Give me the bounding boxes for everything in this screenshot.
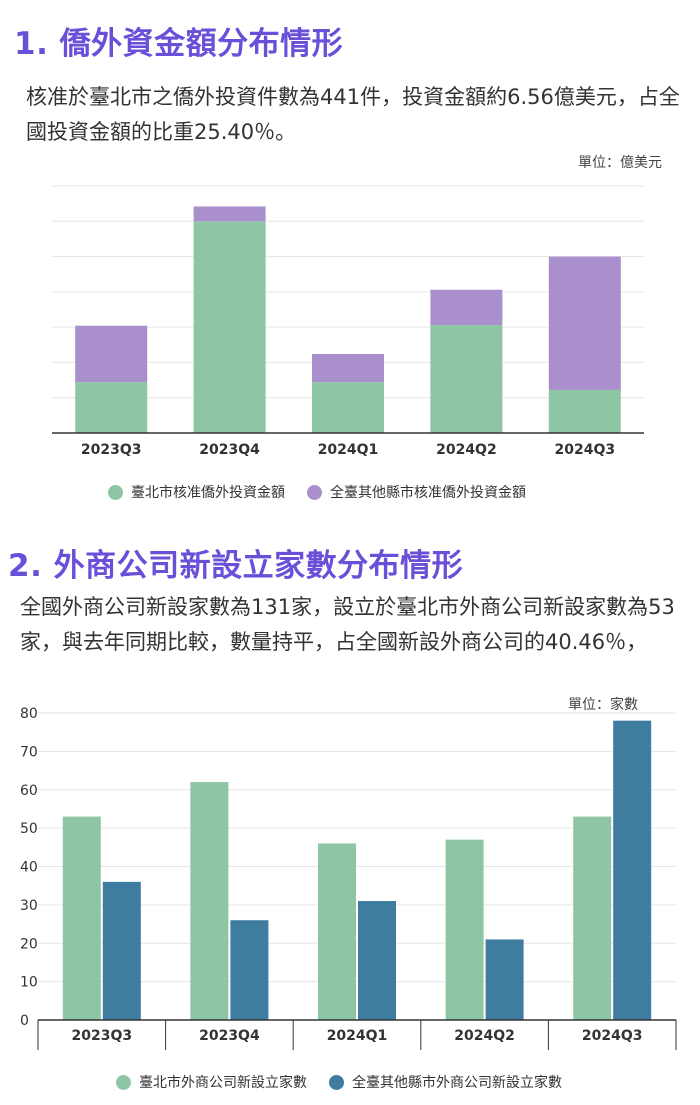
chart1-unit: 單位：億美元 [578,155,662,171]
chart1-bar-2024Q2-s0 [430,325,503,433]
chart2-legend: 臺北市外商公司新設立家數 全臺其他縣市外商公司新設立家數 [116,1072,562,1092]
chart2-legend-label-other: 全臺其他縣市外商公司新設立家數 [352,1075,562,1091]
chart2-x-tick: 2023Q3 [71,1028,132,1044]
chart2-bar-2024Q3-s1 [613,720,652,1020]
chart1-bar-2024Q2-s1 [430,289,503,326]
chart2-x-tick: 2023Q4 [199,1028,260,1044]
chart2-unit: 單位：家數 [568,697,638,713]
chart1-x-tick: 2024Q1 [318,442,379,458]
chart2-bar-2023Q3-s0 [62,816,101,1020]
chart2-bar-2024Q1-s1 [358,901,396,1020]
chart1-legend-label-other: 全臺其他縣市核准僑外投資金額 [330,485,526,501]
chart2-legend-item-other: 全臺其他縣市外商公司新設立家數 [329,1072,562,1092]
section1-text: 核准於臺北市之僑外投資件數為441件，投資金額約6.56億美元，占全國投資金額的… [26,85,680,144]
chart2-legend-swatch-taipei [116,1074,131,1090]
chart2-legend-item-taipei: 臺北市外商公司新設立家數 [116,1072,307,1092]
chart2-y-tick: 60 [20,783,38,799]
chart1-bar-2023Q4-s0 [193,221,266,433]
chart2-x-tick: 2024Q3 [582,1028,643,1044]
chart1-legend: 臺北市核准僑外投資金額 全臺其他縣市核准僑外投資金額 [108,482,526,502]
chart1-legend-item-other: 全臺其他縣市核准僑外投資金額 [307,482,526,502]
chart1-bar-2023Q3-s0 [75,382,148,433]
chart1-legend-swatch-taipei [108,484,123,500]
chart1-bar-2023Q3-s1 [75,325,148,383]
chart2-bar-2023Q4-s1 [230,920,269,1020]
chart2-y-tick: 30 [20,898,38,914]
chart2-legend-label-taipei: 臺北市外商公司新設立家數 [139,1075,307,1091]
chart2-y-tick: 80 [20,706,38,722]
chart1-legend-swatch-other [307,484,322,500]
chart2-y-tick: 20 [20,936,38,952]
chart1-legend-item-taipei: 臺北市核准僑外投資金額 [108,482,285,502]
section1-title: 1. 僑外資金額分布情形 [14,26,344,62]
chart2-bar-2024Q3-s0 [573,816,612,1020]
chart1-x-tick: 2024Q3 [554,442,615,458]
chart1-bar-2023Q4-s1 [193,206,266,222]
chart2-y-tick: 70 [20,744,38,760]
chart1-x-tick: 2023Q4 [199,442,260,458]
chart1-bar-2024Q3-s0 [548,389,621,433]
chart1-bar-2024Q1-s0 [312,382,384,433]
chart1: 2023Q3 2023Q4 2024Q1 2024Q2 2024Q3 [52,185,644,458]
chart2-bar-2024Q1-s0 [318,843,356,1020]
chart2-y-tick: 10 [20,975,38,991]
chart2-bar-2023Q3-s1 [102,881,141,1020]
chart2-bar-2024Q2-s1 [485,939,524,1020]
chart2-legend-swatch-other [329,1074,344,1090]
chart1-x-tick: 2023Q3 [81,442,142,458]
chart2-y-tick: 40 [20,860,38,876]
chart2-x-tick: 2024Q2 [454,1028,515,1044]
chart1-bar-2024Q1-s1 [312,353,384,383]
chart2-x-tick: 2024Q1 [327,1028,388,1044]
chart2-bar-2024Q2-s0 [445,839,484,1020]
chart1-x-tick: 2024Q2 [436,442,497,458]
chart1-legend-label-taipei: 臺北市核准僑外投資金額 [131,485,285,501]
chart2: 0 10 20 30 40 50 60 70 80 2023Q3 2023Q4 2024Q1 2024Q… [20,706,677,1050]
chart1-bar-2024Q3-s1 [548,256,621,390]
chart2-y-tick: 0 [20,1013,29,1029]
section2-text: 全國外商公司新設家數為131家，設立於臺北市外商公司新設家數為53家，與去年同期… [20,595,675,654]
chart2-bar-2023Q4-s0 [190,782,229,1020]
chart2-y-tick: 50 [20,821,38,837]
section2-title: 2. 外商公司新設立家數分布情形 [8,548,464,584]
